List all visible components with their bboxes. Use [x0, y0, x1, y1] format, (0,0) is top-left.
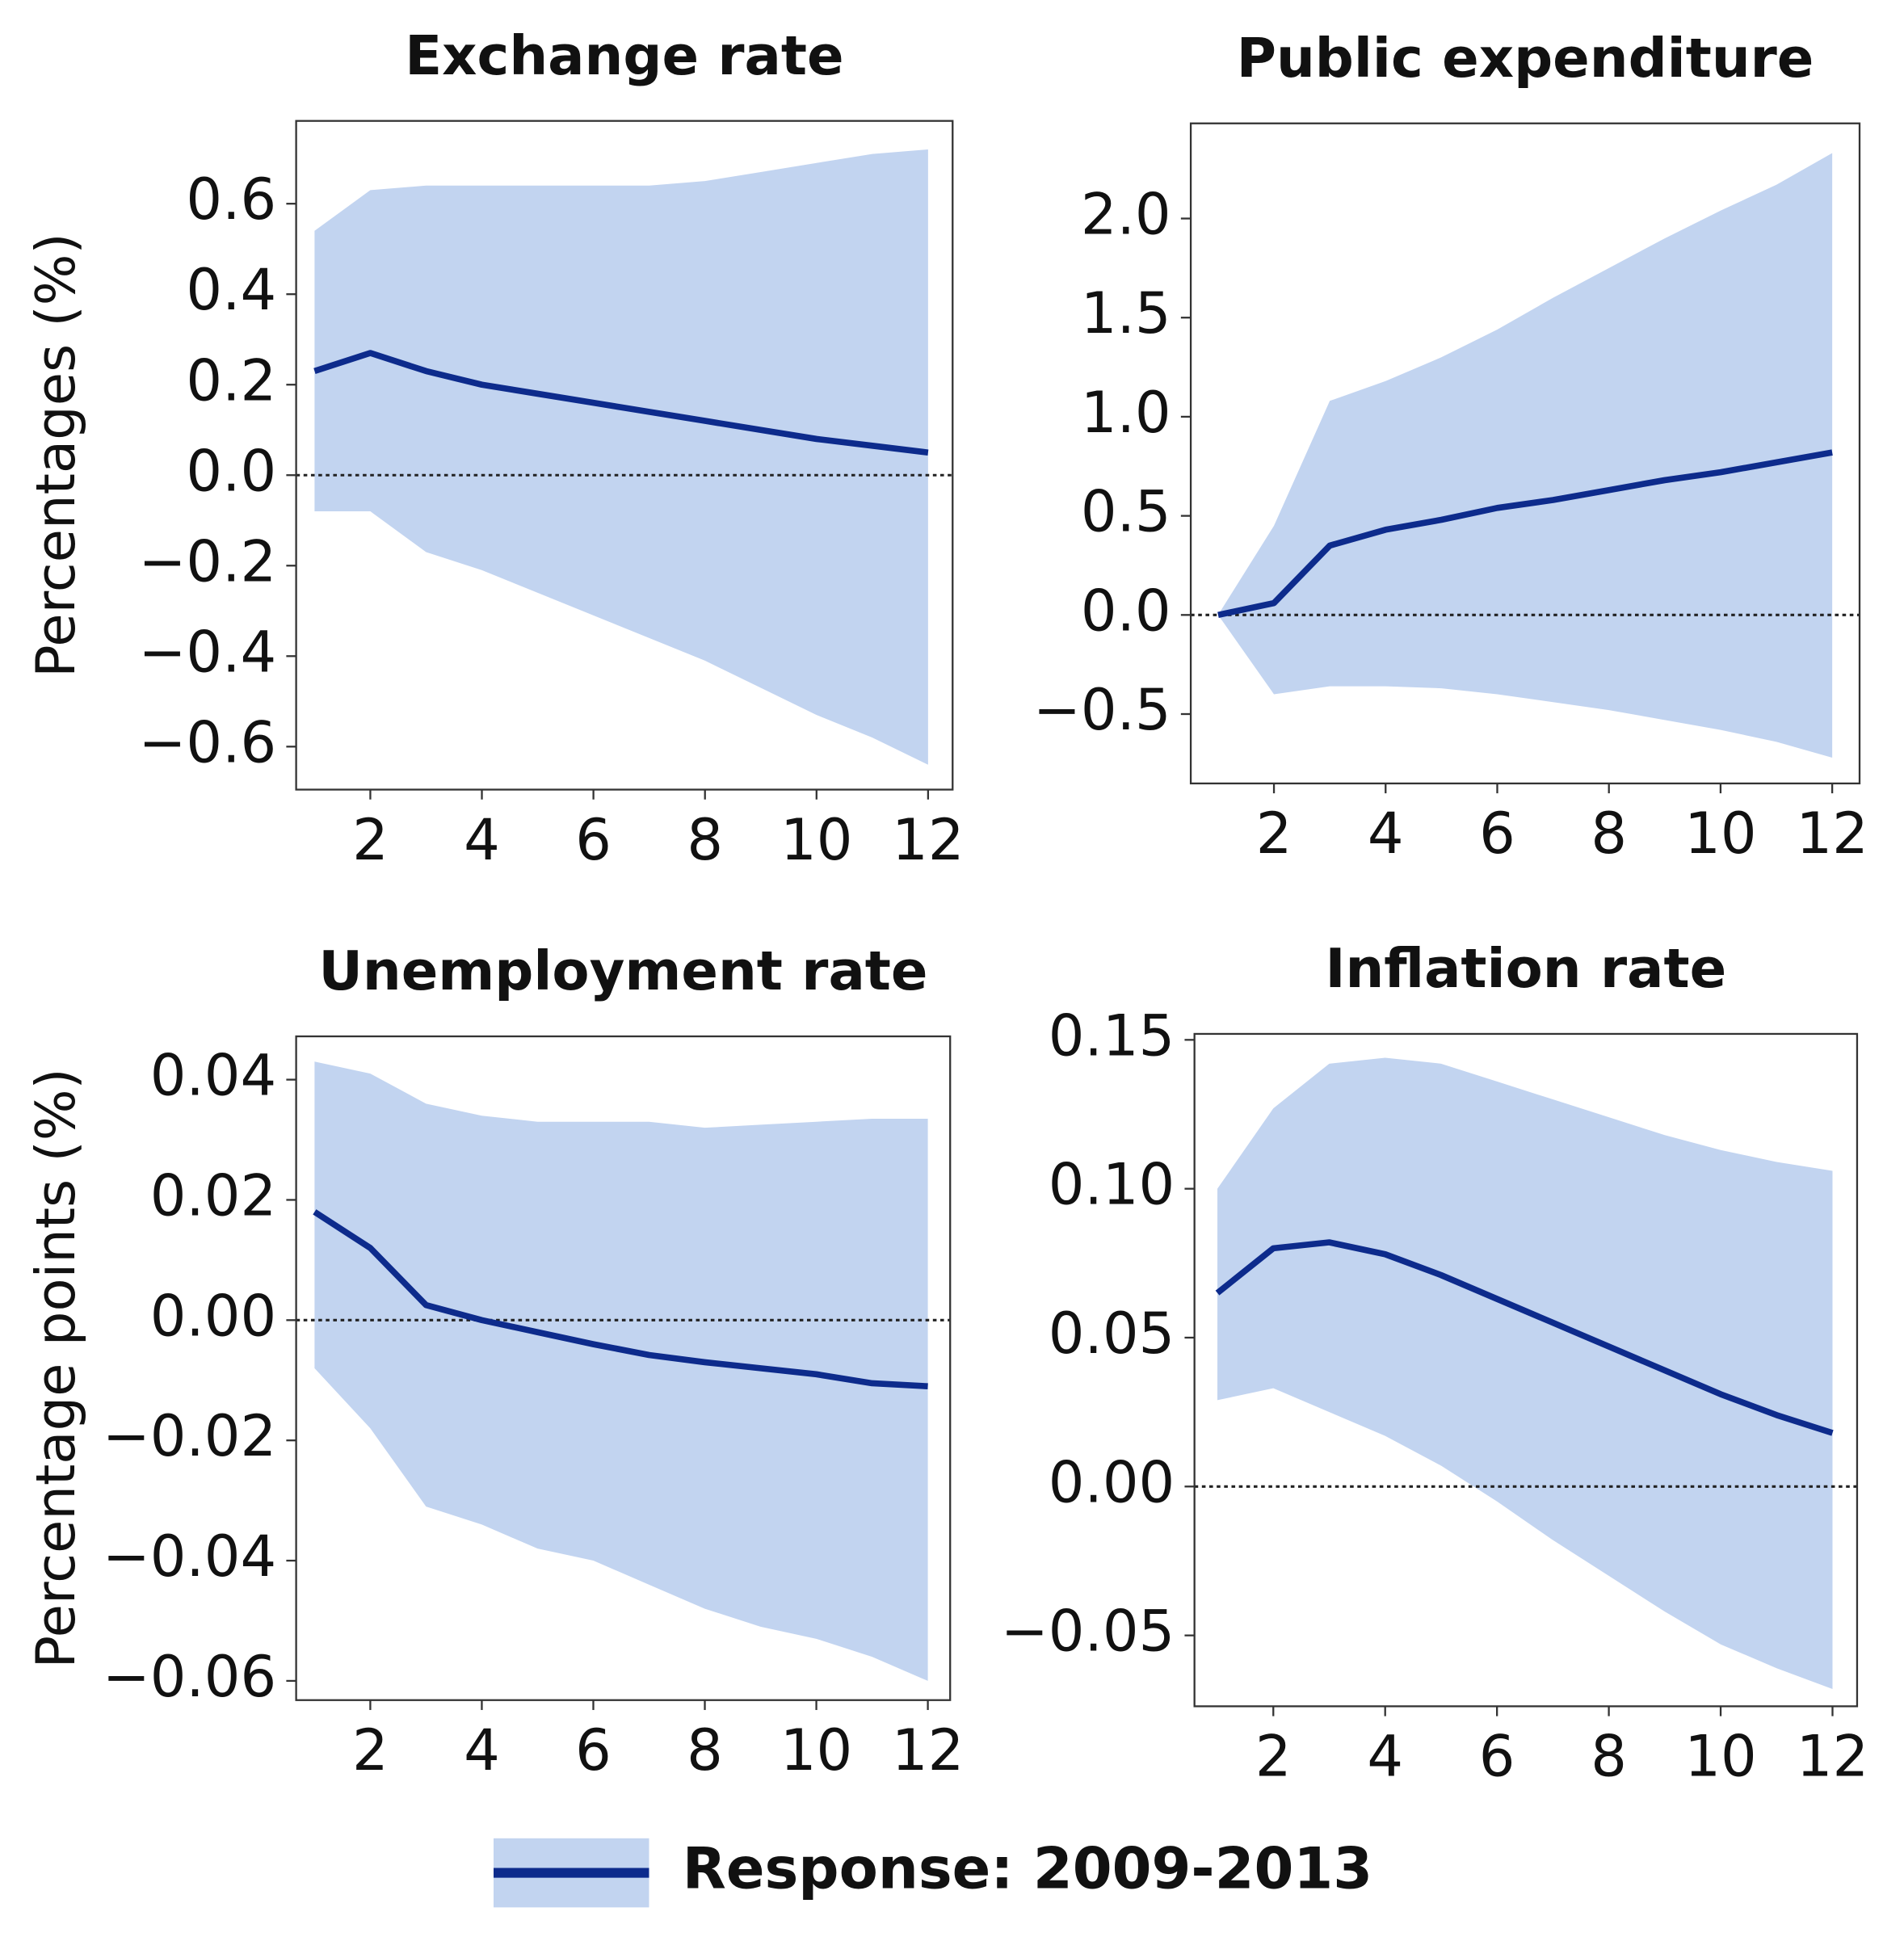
- response-line: [313, 1209, 928, 1390]
- confidence-band: [314, 1061, 928, 1681]
- y-tick-label: 0.0: [186, 438, 276, 504]
- y-tick-label: 0.0: [1081, 578, 1171, 644]
- y-tick-label: 1.0: [1081, 380, 1171, 446]
- x-tick-label: 4: [1368, 800, 1404, 867]
- x-tick-label: 8: [1591, 800, 1627, 867]
- y-tick-label: 0.10: [1049, 1152, 1175, 1218]
- x-tick-label: 8: [687, 1717, 723, 1784]
- y-tick-label: −0.6: [139, 709, 277, 775]
- axes-frame: [1193, 1032, 1859, 1708]
- x-tick-label: 6: [1479, 1724, 1515, 1790]
- x-tick-label: 4: [1367, 1724, 1403, 1790]
- y-tick-label: −0.4: [139, 619, 277, 685]
- x-tick-label: 12: [892, 1717, 964, 1784]
- x-tick-label: 2: [352, 807, 389, 873]
- panel-title: Unemployment rate: [318, 939, 927, 1002]
- y-tick-label: −0.5: [1033, 677, 1171, 743]
- y-tick-label: −0.05: [1001, 1599, 1175, 1665]
- confidence-band: [314, 149, 928, 765]
- y-axis-label: Percentages (%): [24, 233, 87, 678]
- x-tick-label: 10: [1684, 1724, 1756, 1790]
- x-tick-label: 12: [1797, 1724, 1868, 1790]
- y-tick-label: −0.2: [139, 528, 277, 595]
- axes-frame: [295, 120, 954, 791]
- y-tick-label: 0.00: [150, 1283, 276, 1349]
- y-tick-label: −0.02: [103, 1403, 276, 1469]
- x-tick-label: 8: [687, 807, 723, 873]
- panel-title: Public expenditure: [1237, 27, 1814, 90]
- legend-label: Response: 2009-2013: [683, 1836, 1372, 1902]
- y-axis-label: Percentage points (%): [24, 1068, 87, 1668]
- x-tick-label: 2: [1256, 800, 1292, 867]
- axes-frame: [295, 1035, 952, 1701]
- x-tick-label: 12: [892, 807, 964, 873]
- y-tick-label: 0.6: [186, 166, 276, 233]
- x-tick-label: 8: [1591, 1724, 1627, 1790]
- x-tick-label: 6: [1479, 800, 1515, 867]
- response-line: [313, 350, 929, 456]
- x-tick-label: 10: [1684, 800, 1756, 867]
- panel-title: Inflation rate: [1325, 937, 1726, 1000]
- x-tick-label: 6: [575, 1717, 612, 1784]
- x-tick-label: 12: [1796, 800, 1868, 867]
- y-tick-label: 0.5: [1081, 479, 1171, 545]
- y-tick-label: 1.5: [1081, 280, 1171, 347]
- x-tick-label: 4: [464, 1717, 500, 1784]
- response-line: [1217, 449, 1833, 619]
- y-tick-label: −0.06: [103, 1644, 276, 1710]
- x-tick-label: 6: [575, 807, 612, 873]
- y-tick-label: 0.00: [1049, 1449, 1175, 1515]
- x-tick-label: 2: [352, 1717, 389, 1784]
- y-tick-label: 0.15: [1049, 1002, 1175, 1069]
- x-tick-label: 10: [780, 807, 852, 873]
- panel-title: Exchange rate: [405, 24, 843, 87]
- y-tick-label: 2.0: [1081, 182, 1171, 248]
- axes-frame: [1189, 122, 1861, 785]
- x-tick-label: 2: [1255, 1724, 1292, 1790]
- y-tick-label: 0.04: [150, 1043, 276, 1109]
- confidence-band: [1217, 153, 1833, 758]
- y-tick-label: 0.02: [150, 1162, 276, 1229]
- y-tick-label: −0.04: [103, 1523, 276, 1590]
- confidence-band: [1217, 1057, 1833, 1689]
- x-tick-label: 10: [780, 1717, 852, 1784]
- x-tick-label: 4: [464, 807, 500, 873]
- y-tick-label: 0.4: [186, 257, 276, 323]
- y-tick-label: 0.05: [1049, 1300, 1175, 1367]
- y-tick-label: 0.2: [186, 347, 276, 414]
- response-line: [1215, 1239, 1834, 1436]
